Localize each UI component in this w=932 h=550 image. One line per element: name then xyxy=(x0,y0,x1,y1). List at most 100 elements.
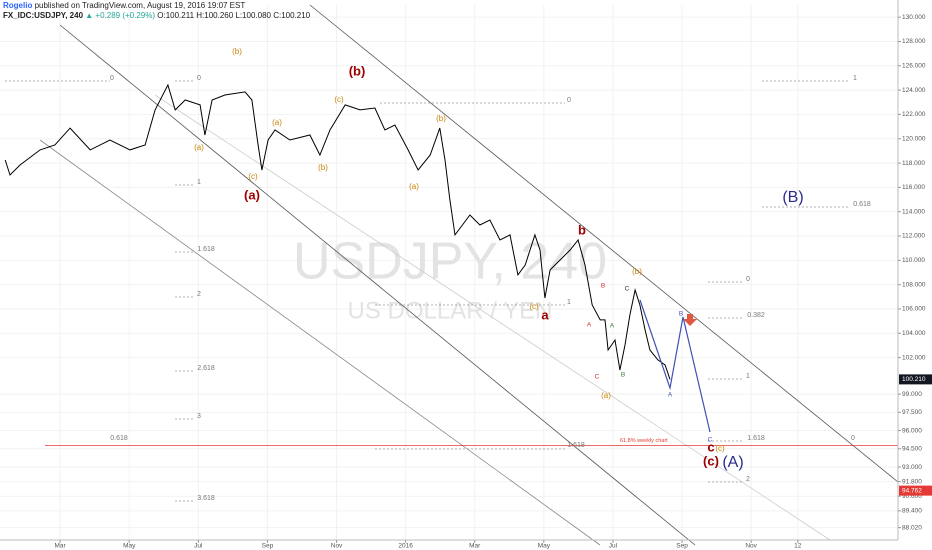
y-tick-label: 128.000 xyxy=(902,38,926,45)
ohlc: O:100.211 H:100.260 L:100.080 C:100.210 xyxy=(157,11,311,20)
x-tick-label: May xyxy=(538,543,551,550)
annotation: c xyxy=(707,439,714,454)
x-tick-label: Jul xyxy=(609,543,618,550)
x-tick-label: Jul xyxy=(194,543,203,550)
x-tick-label: May xyxy=(123,543,136,550)
x-tick-label: 12 xyxy=(794,543,802,550)
annotation: 1 xyxy=(853,75,857,82)
channel-line xyxy=(154,94,831,541)
annotation: (b) xyxy=(349,63,366,78)
annotation: (b) xyxy=(232,47,242,56)
annotation: A xyxy=(610,323,615,330)
channel-line xyxy=(59,24,696,546)
channel-line xyxy=(39,139,601,546)
annotation: (c) xyxy=(715,444,725,453)
y-tick-label: 90.600 xyxy=(902,493,922,500)
channel-line xyxy=(309,4,899,483)
annotation: 0 xyxy=(197,75,201,82)
x-tick-label: Mar xyxy=(55,543,67,550)
last-price-tag xyxy=(899,374,932,385)
y-tick-label: 96.000 xyxy=(902,427,922,434)
annotation: 1 xyxy=(197,179,201,186)
annotation: (c) xyxy=(248,172,258,181)
x-tick-label: Mar xyxy=(469,543,481,550)
annotation: 1.618 xyxy=(567,442,585,449)
quote-line: FX_IDC:USDJPY, 240 ▲ +0.289 (+0.29%) O:1… xyxy=(3,11,310,21)
y-tick-label: 93.000 xyxy=(902,464,922,471)
annotation: (a) xyxy=(194,143,204,152)
annotation: 0 xyxy=(567,97,571,104)
author[interactable]: Rogelio xyxy=(3,1,33,10)
annotation: (b) xyxy=(436,114,446,123)
annotation: C xyxy=(595,374,600,381)
annotation: B xyxy=(601,283,605,290)
annotation: 0 xyxy=(746,276,750,283)
annotation: C xyxy=(625,286,630,293)
annotation: 0.618 xyxy=(110,435,128,442)
watermark-name: US DOLLAR / YEN xyxy=(348,297,553,324)
publish-line: Rogelio published on TradingView.com, Au… xyxy=(3,1,310,11)
price-tag xyxy=(899,485,932,496)
y-tick-label: 110.000 xyxy=(902,257,925,264)
y-tick-label: 130.000 xyxy=(902,14,926,21)
y-tick-label: 97.500 xyxy=(902,409,922,416)
last-price-label: 100.210 xyxy=(902,376,926,383)
x-tick-label: Sep xyxy=(676,543,688,550)
annotation: (b) xyxy=(632,267,642,276)
annotation: 2 xyxy=(197,291,201,298)
annotation: (c) xyxy=(334,95,344,104)
x-tick-label: Nov xyxy=(331,543,343,550)
change: ▲ +0.289 (+0.29%) xyxy=(85,11,156,20)
annotation: 3.618 xyxy=(197,495,215,502)
price-line xyxy=(4,83,671,380)
y-tick-label: 102.000 xyxy=(902,354,926,361)
y-tick-label: 126.000 xyxy=(902,63,926,70)
annotation: (a) xyxy=(409,182,419,191)
y-tick-label: 124.000 xyxy=(902,87,926,94)
annotation: 1.618 xyxy=(197,246,215,253)
annotation: 0.618 xyxy=(853,201,871,208)
annotation: C xyxy=(708,437,713,444)
annotation: 3 xyxy=(197,413,201,420)
annotation: (c) xyxy=(529,302,539,311)
y-tick-label: 114.000 xyxy=(902,208,925,215)
annotation: A xyxy=(668,392,673,399)
annotation: 1 xyxy=(567,299,571,306)
annotation: B xyxy=(621,372,625,379)
annotation: 2 xyxy=(746,476,750,483)
x-tick-label: Sep xyxy=(262,543,274,550)
annotation: 2.618 xyxy=(197,365,215,372)
y-tick-label: 112.000 xyxy=(902,233,925,240)
reference-note: 61.8% weekly chart xyxy=(620,438,668,444)
y-tick-label: 99.000 xyxy=(902,391,922,398)
projection-path xyxy=(639,299,711,433)
y-tick-label: 89.400 xyxy=(902,508,922,515)
annotation: 1.618 xyxy=(747,435,765,442)
header: Rogelio published on TradingView.com, Au… xyxy=(3,1,310,21)
annotation: a xyxy=(541,307,549,322)
y-tick-label: 118.000 xyxy=(902,160,925,167)
x-tick-label: 2016 xyxy=(398,543,413,550)
published: published on TradingView.com, August 19,… xyxy=(34,1,246,10)
y-tick-label: 104.000 xyxy=(902,330,926,337)
annotation: (c) xyxy=(703,453,719,468)
arrow-icon xyxy=(683,314,697,326)
watermark-symbol: USDJPY, 240 xyxy=(293,233,607,291)
annotation: (B) xyxy=(782,189,803,206)
fib-levels xyxy=(5,80,850,502)
y-tick-label: 120.000 xyxy=(902,135,926,142)
annotation: (b) xyxy=(318,163,328,172)
annotation: 0 xyxy=(851,435,855,442)
price-tag-label: 94.762 xyxy=(902,487,922,494)
annotation: 0 xyxy=(110,75,114,82)
y-tick-label: 91.800 xyxy=(902,478,922,485)
annotation: (a) xyxy=(601,391,611,400)
annotation: B xyxy=(679,311,683,318)
y-tick-label: 94.500 xyxy=(902,446,922,453)
annotation: 0.382 xyxy=(747,312,765,319)
y-tick-label: 116.000 xyxy=(902,184,925,191)
symbol: FX_IDC:USDJPY, 240 xyxy=(3,11,84,20)
